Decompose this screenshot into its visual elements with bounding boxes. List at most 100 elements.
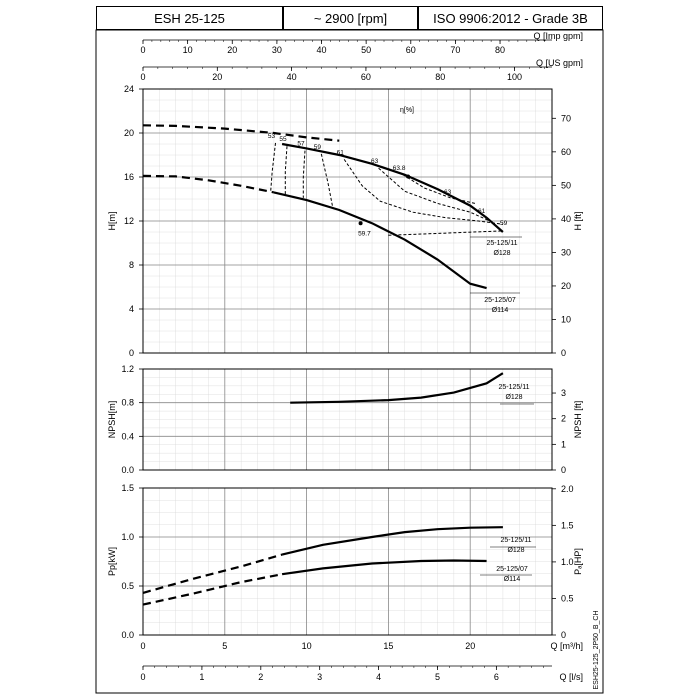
bep-marker (406, 174, 411, 179)
series-dashed-line (142, 553, 283, 594)
head-label-07-text: Ø114 (492, 307, 509, 314)
efficiency-iso-label: 59.7 (358, 230, 371, 237)
efficiency-iso-label: 53 (268, 133, 276, 140)
power-y-tick-label: 1.0 (121, 532, 134, 542)
power-y-tick-label: 0.0 (121, 630, 134, 640)
power-y2-tick-label: 2.0 (561, 484, 574, 494)
outer-frame (95, 29, 604, 694)
ls-tick-label: 4 (376, 672, 381, 682)
npsh-y2-tick-label: 2 (561, 414, 566, 424)
npsh-y-tick-label: 0.0 (121, 465, 134, 475)
us-gpm-tick-label: 80 (435, 72, 445, 82)
m3h-tick-label: 10 (302, 641, 312, 651)
imp-gpm-tick-label: 10 (183, 45, 193, 55)
ls-tick-label: 0 (140, 672, 145, 682)
efficiency-iso-line (343, 159, 503, 225)
npsh-label-11-text: 25-125/11 (498, 384, 529, 391)
ls-tick-label: 6 (494, 672, 499, 682)
efficiency-iso-label: 63 (444, 189, 452, 196)
power-label-11-text: 25-125/11 (500, 537, 531, 544)
head-y2-tick-label: 50 (561, 180, 571, 190)
efficiency-iso-label: 59 (314, 144, 322, 151)
series-line (273, 191, 487, 290)
power-y2-tick-label: 0 (561, 630, 566, 640)
power-y-axis-label: Pp[kW] (107, 547, 117, 576)
efficiency-iso-line (284, 146, 288, 195)
imp-gpm-tick-label: 0 (140, 45, 145, 55)
efficiency-iso-label: 55 (279, 136, 287, 143)
efficiency-iso-line (388, 230, 503, 236)
imp-gpm-tick-label: 60 (406, 45, 416, 55)
npsh-panel: 0.0 0.4 0.8 1.2 0 1 2 3 NPSH[m] NPSH [ft] (107, 364, 583, 475)
us-gpm-axis-label: Q [US gpm] (536, 58, 583, 68)
npsh-y2-tick-label: 0 (561, 465, 566, 475)
npsh-y2-tick-label: 1 (561, 439, 566, 449)
head-frame (142, 88, 553, 354)
head-y-tick-label: 0 (129, 348, 134, 358)
head-y2-tick-label: 20 (561, 281, 571, 291)
head-y2-tick-label: 30 (561, 247, 571, 257)
head-label-07-text: 25-125/07 (484, 297, 516, 304)
head-y-axis-label: H[m] (107, 212, 117, 231)
head-label-11-text: Ø128 (493, 250, 510, 257)
ls-tick-label: 5 (435, 672, 440, 682)
power-panel: 0.0 0.5 1.0 1.5 0 0.5 1.0 1.5 2.0 Pp[kW] Pₐ[HP] (107, 483, 583, 640)
efficiency-iso-line (270, 142, 276, 193)
npsh-label-11-text: Ø128 (505, 394, 522, 401)
efficiency-iso-label: 61 (337, 149, 345, 156)
head-panel: 0 4 8 12 16 20 24 0 10 20 30 40 50 60 70 H[m] H [ft] 53 55… (107, 84, 583, 358)
us-gpm-tick-label: 0 (140, 72, 145, 82)
series-line (281, 559, 487, 576)
head-y-tick-label: 12 (124, 216, 134, 226)
head-y2-tick-label: 40 (561, 214, 571, 224)
efficiency-iso-line (402, 174, 476, 204)
head-y-tick-label: 4 (129, 304, 134, 314)
ls-tick-label: 1 (199, 672, 204, 682)
head-y2-tick-label: 0 (561, 348, 566, 358)
efficiency-iso-label: 61 (478, 208, 486, 215)
sheet-code: ESH25-125_2P50_B_CH (593, 611, 600, 690)
power-label-11-text: Ø128 (507, 547, 524, 554)
power-y2-axis-label: Pₐ[HP] (573, 548, 583, 575)
efficiency-iso-label: 57 (297, 141, 305, 148)
power-label-07-text: Ø114 (504, 576, 521, 583)
efficiency-iso-line (378, 167, 491, 222)
npsh-y2-tick-label: 3 (561, 388, 566, 398)
us-gpm-tick-label: 60 (361, 72, 371, 82)
npsh-y2-axis-label: NPSH [ft] (573, 401, 583, 439)
efficiency-iso-label: 63 (371, 158, 379, 165)
imp-gpm-tick-label: 50 (361, 45, 371, 55)
npsh-frame (142, 368, 553, 471)
series-dashed-line (142, 124, 340, 142)
imp-gpm-tick-label: 80 (495, 45, 505, 55)
head-y-tick-label: 8 (129, 260, 134, 270)
head-y-tick-label: 24 (124, 84, 134, 94)
head-label-11-text: 25-125/11 (486, 240, 517, 247)
power-label-07-text: 25-125/07 (496, 566, 528, 573)
standard-label: ISO 9906:2012 - Grade 3B (433, 10, 588, 26)
power-y2-tick-label: 1.5 (561, 520, 574, 530)
power-y2-tick-label: 0.5 (561, 593, 574, 603)
ls-tick-label: 2 (258, 672, 263, 682)
series-line (281, 142, 504, 233)
series-line (281, 526, 503, 556)
series-dashed-line (142, 573, 283, 606)
head-y2-tick-label: 10 (561, 314, 571, 324)
npsh-y-tick-label: 1.2 (121, 364, 134, 374)
efficiency-iso-line (302, 150, 306, 198)
npsh-y-tick-label: 0.8 (121, 398, 134, 408)
us-gpm-tick-label: 40 (287, 72, 297, 82)
m3h-tick-label: 0 (140, 641, 145, 651)
power-y2-tick-label: 1.0 (561, 557, 574, 567)
bep-marker (358, 221, 363, 226)
imp-gpm-tick-label: 30 (272, 45, 282, 55)
m3h-tick-label: 15 (383, 641, 393, 651)
power-y-tick-label: 1.5 (121, 483, 134, 493)
us-gpm-tick-label: 100 (507, 72, 522, 82)
power-frame (142, 487, 553, 636)
head-y2-tick-label: 60 (561, 147, 571, 157)
npsh-y-tick-label: 0.4 (121, 431, 134, 441)
head-y-tick-label: 16 (124, 172, 134, 182)
